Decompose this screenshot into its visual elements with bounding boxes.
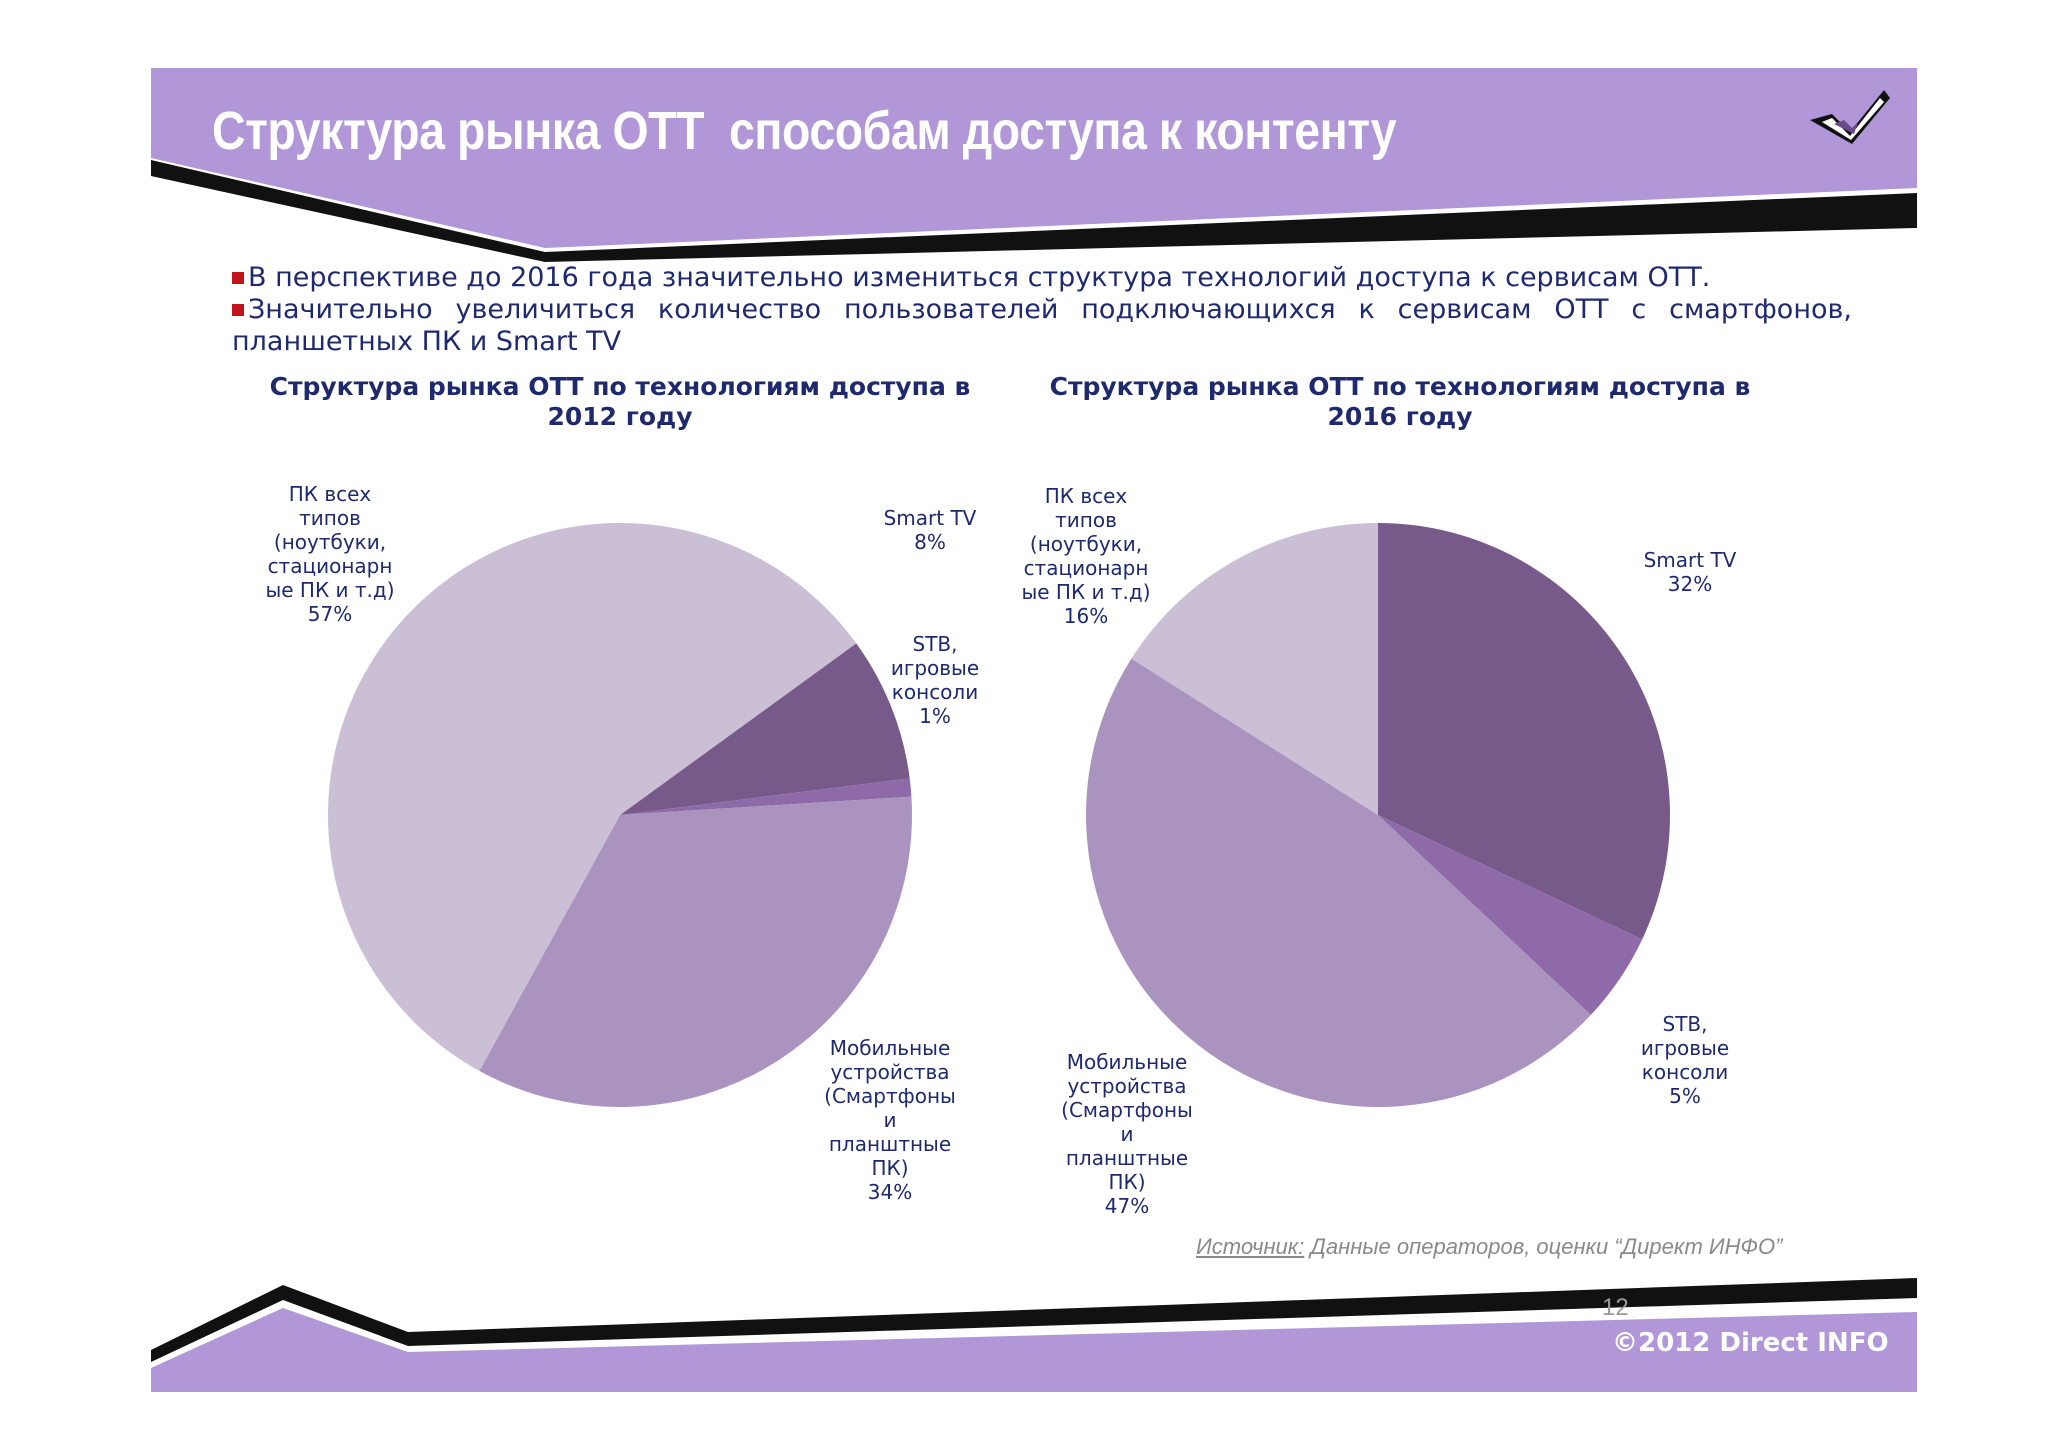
pie-slice-smart-tv-2016 bbox=[1378, 523, 1670, 940]
bullet-item: Значительно увеличиться количество польз… bbox=[232, 294, 1852, 358]
label-name: STB, игровые консоли bbox=[890, 632, 980, 704]
label-mobile-2012: Мобильные устройства (Смартфоны и планшт… bbox=[815, 1036, 965, 1204]
label-percent: 34% bbox=[867, 1180, 913, 1204]
label-name: Smart TV bbox=[883, 506, 977, 530]
label-name: ПК всех типов (ноутбуки, стационарн ые П… bbox=[1021, 484, 1151, 604]
label-stb-2016: STB, игровые консоли 5% bbox=[1630, 1012, 1740, 1108]
label-pc-2016: ПК всех типов (ноутбуки, стационарн ые П… bbox=[1006, 484, 1166, 628]
pie-slice-mobile-2016 bbox=[1086, 658, 1591, 1107]
bottom-purple-band bbox=[151, 1308, 1917, 1392]
label-name: STB, игровые консоли bbox=[1640, 1012, 1730, 1084]
top-purple-band bbox=[151, 68, 1917, 248]
label-percent: 47% bbox=[1104, 1194, 1150, 1218]
pie-slice-pc-2016 bbox=[1131, 523, 1378, 815]
page-title: Структура рынка ОТТ способам доступа к к… bbox=[212, 101, 1397, 161]
pie-slice-mobile-2012 bbox=[479, 796, 913, 1107]
pie-slice-stb-2012 bbox=[620, 778, 912, 815]
top-black-stripe bbox=[151, 160, 1917, 262]
label-percent: 5% bbox=[1669, 1084, 1701, 1108]
label-name: ПК всех типов (ноутбуки, стационарн ые П… bbox=[265, 482, 395, 602]
pie-slice-pc-2012 bbox=[328, 523, 857, 1071]
source-text: Данные операторов, оценки “Директ ИНФО” bbox=[1304, 1234, 1783, 1259]
pie-slice-stb-2016 bbox=[1378, 815, 1643, 1015]
label-percent: 1% bbox=[919, 704, 951, 728]
label-pc-2012: ПК всех типов (ноутбуки, стационарн ые П… bbox=[250, 482, 410, 626]
label-percent: 8% bbox=[914, 530, 946, 554]
checkmark-logo-icon bbox=[1810, 90, 1890, 144]
bullet-marker bbox=[232, 304, 244, 316]
chart-title-2016: Структура рынка ОТТ по технологиям досту… bbox=[1049, 372, 1751, 431]
bullet-text: В перспективе до 2016 года значительно и… bbox=[248, 262, 1711, 293]
label-name: Smart TV bbox=[1643, 548, 1737, 572]
source-prefix: Источник: bbox=[1196, 1234, 1305, 1259]
label-percent: 16% bbox=[1063, 604, 1109, 628]
label-name: Мобильные устройства (Смартфоны и планшт… bbox=[1061, 1050, 1193, 1194]
bullet-text: Значительно увеличиться количество польз… bbox=[232, 294, 1852, 357]
label-percent: 32% bbox=[1667, 572, 1713, 596]
bottom-black-stripe bbox=[151, 1278, 1917, 1362]
copyright: ©2012 Direct INFO bbox=[1612, 1328, 1889, 1358]
bullet-list: В перспективе до 2016 года значительно и… bbox=[232, 262, 1852, 358]
page-number: 12 bbox=[1602, 1294, 1629, 1321]
source-note: Источник: Данные операторов, оценки “Дир… bbox=[1196, 1234, 1782, 1260]
bullet-marker bbox=[232, 272, 244, 284]
bullet-item: В перспективе до 2016 года значительно и… bbox=[232, 262, 1852, 294]
label-smart-tv-2012: Smart TV 8% bbox=[860, 506, 1000, 554]
chart-title-2012: Структура рынка ОТТ по технологиям досту… bbox=[269, 372, 971, 431]
label-smart-tv-2016: Smart TV 32% bbox=[1620, 548, 1760, 596]
label-percent: 57% bbox=[307, 602, 353, 626]
label-stb-2012: STB, игровые консоли 1% bbox=[880, 632, 990, 728]
label-mobile-2016: Мобильные устройства (Смартфоны и планшт… bbox=[1052, 1050, 1202, 1218]
label-name: Мобильные устройства (Смартфоны и планшт… bbox=[824, 1036, 956, 1180]
pie-slice-smart-tv-2012 bbox=[620, 643, 910, 815]
